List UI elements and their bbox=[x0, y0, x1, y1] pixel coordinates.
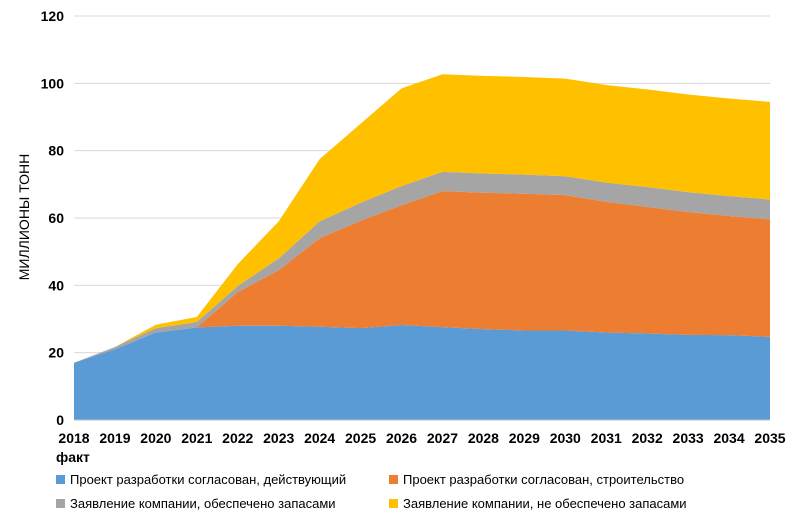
x-tick-label: 2028 bbox=[468, 430, 499, 446]
legend-label: Проект разработки согласован, строительс… bbox=[403, 472, 684, 487]
series-areas bbox=[74, 74, 770, 420]
y-tick-label: 60 bbox=[48, 210, 64, 226]
y-tick-label: 80 bbox=[48, 143, 64, 159]
x-tick-label: 2020 bbox=[140, 430, 171, 446]
x-tick-label: 2024 bbox=[304, 430, 335, 446]
series-area-1 bbox=[74, 325, 770, 420]
x-tick-label: 2035 bbox=[754, 430, 785, 446]
x-tick-label: 2033 bbox=[673, 430, 704, 446]
legend-swatch bbox=[389, 499, 398, 508]
legend: Проект разработки согласован, действующи… bbox=[56, 472, 687, 511]
x-tick-label: 2018 bbox=[58, 430, 89, 446]
x-tick-label: 2022 bbox=[222, 430, 253, 446]
x-tick-label: 2026 bbox=[386, 430, 417, 446]
x-axis-ticks: 2018 2019 2020 2021 2022 2023 2024 2025 2026 2027… bbox=[58, 430, 785, 446]
legend-swatch bbox=[56, 475, 65, 484]
series-area-2 bbox=[74, 191, 770, 363]
legend-label: Заявление компании, не обеспечено запаса… bbox=[403, 496, 687, 511]
x-tick-label: 2025 bbox=[345, 430, 376, 446]
legend-label: Проект разработки согласован, действующи… bbox=[70, 472, 346, 487]
x-tick-label: 2027 bbox=[427, 430, 458, 446]
y-tick-label: 100 bbox=[41, 75, 65, 91]
x-axis-sublabel: факт bbox=[56, 449, 90, 465]
x-tick-label: 2031 bbox=[591, 430, 622, 446]
y-tick-label: 20 bbox=[48, 345, 64, 361]
y-tick-label: 0 bbox=[56, 412, 64, 428]
x-tick-label: 2032 bbox=[632, 430, 663, 446]
legend-swatch bbox=[56, 499, 65, 508]
x-tick-label: 2021 bbox=[181, 430, 212, 446]
legend-label: Заявление компании, обеспечено запасами bbox=[70, 496, 336, 511]
x-tick-label: 2029 bbox=[509, 430, 540, 446]
x-tick-label: 2030 bbox=[550, 430, 581, 446]
y-axis-label: МИЛЛИОНЫ ТОНН bbox=[16, 154, 32, 280]
y-tick-label: 40 bbox=[48, 277, 64, 293]
x-tick-label: 2034 bbox=[713, 430, 744, 446]
series-area-4 bbox=[74, 74, 770, 363]
y-axis-ticks: 0 20 40 60 80 100 120 bbox=[41, 8, 65, 428]
x-tick-label: 2023 bbox=[263, 430, 294, 446]
y-tick-label: 120 bbox=[41, 8, 65, 24]
legend-swatch bbox=[389, 475, 398, 484]
x-tick-label: 2019 bbox=[99, 430, 130, 446]
